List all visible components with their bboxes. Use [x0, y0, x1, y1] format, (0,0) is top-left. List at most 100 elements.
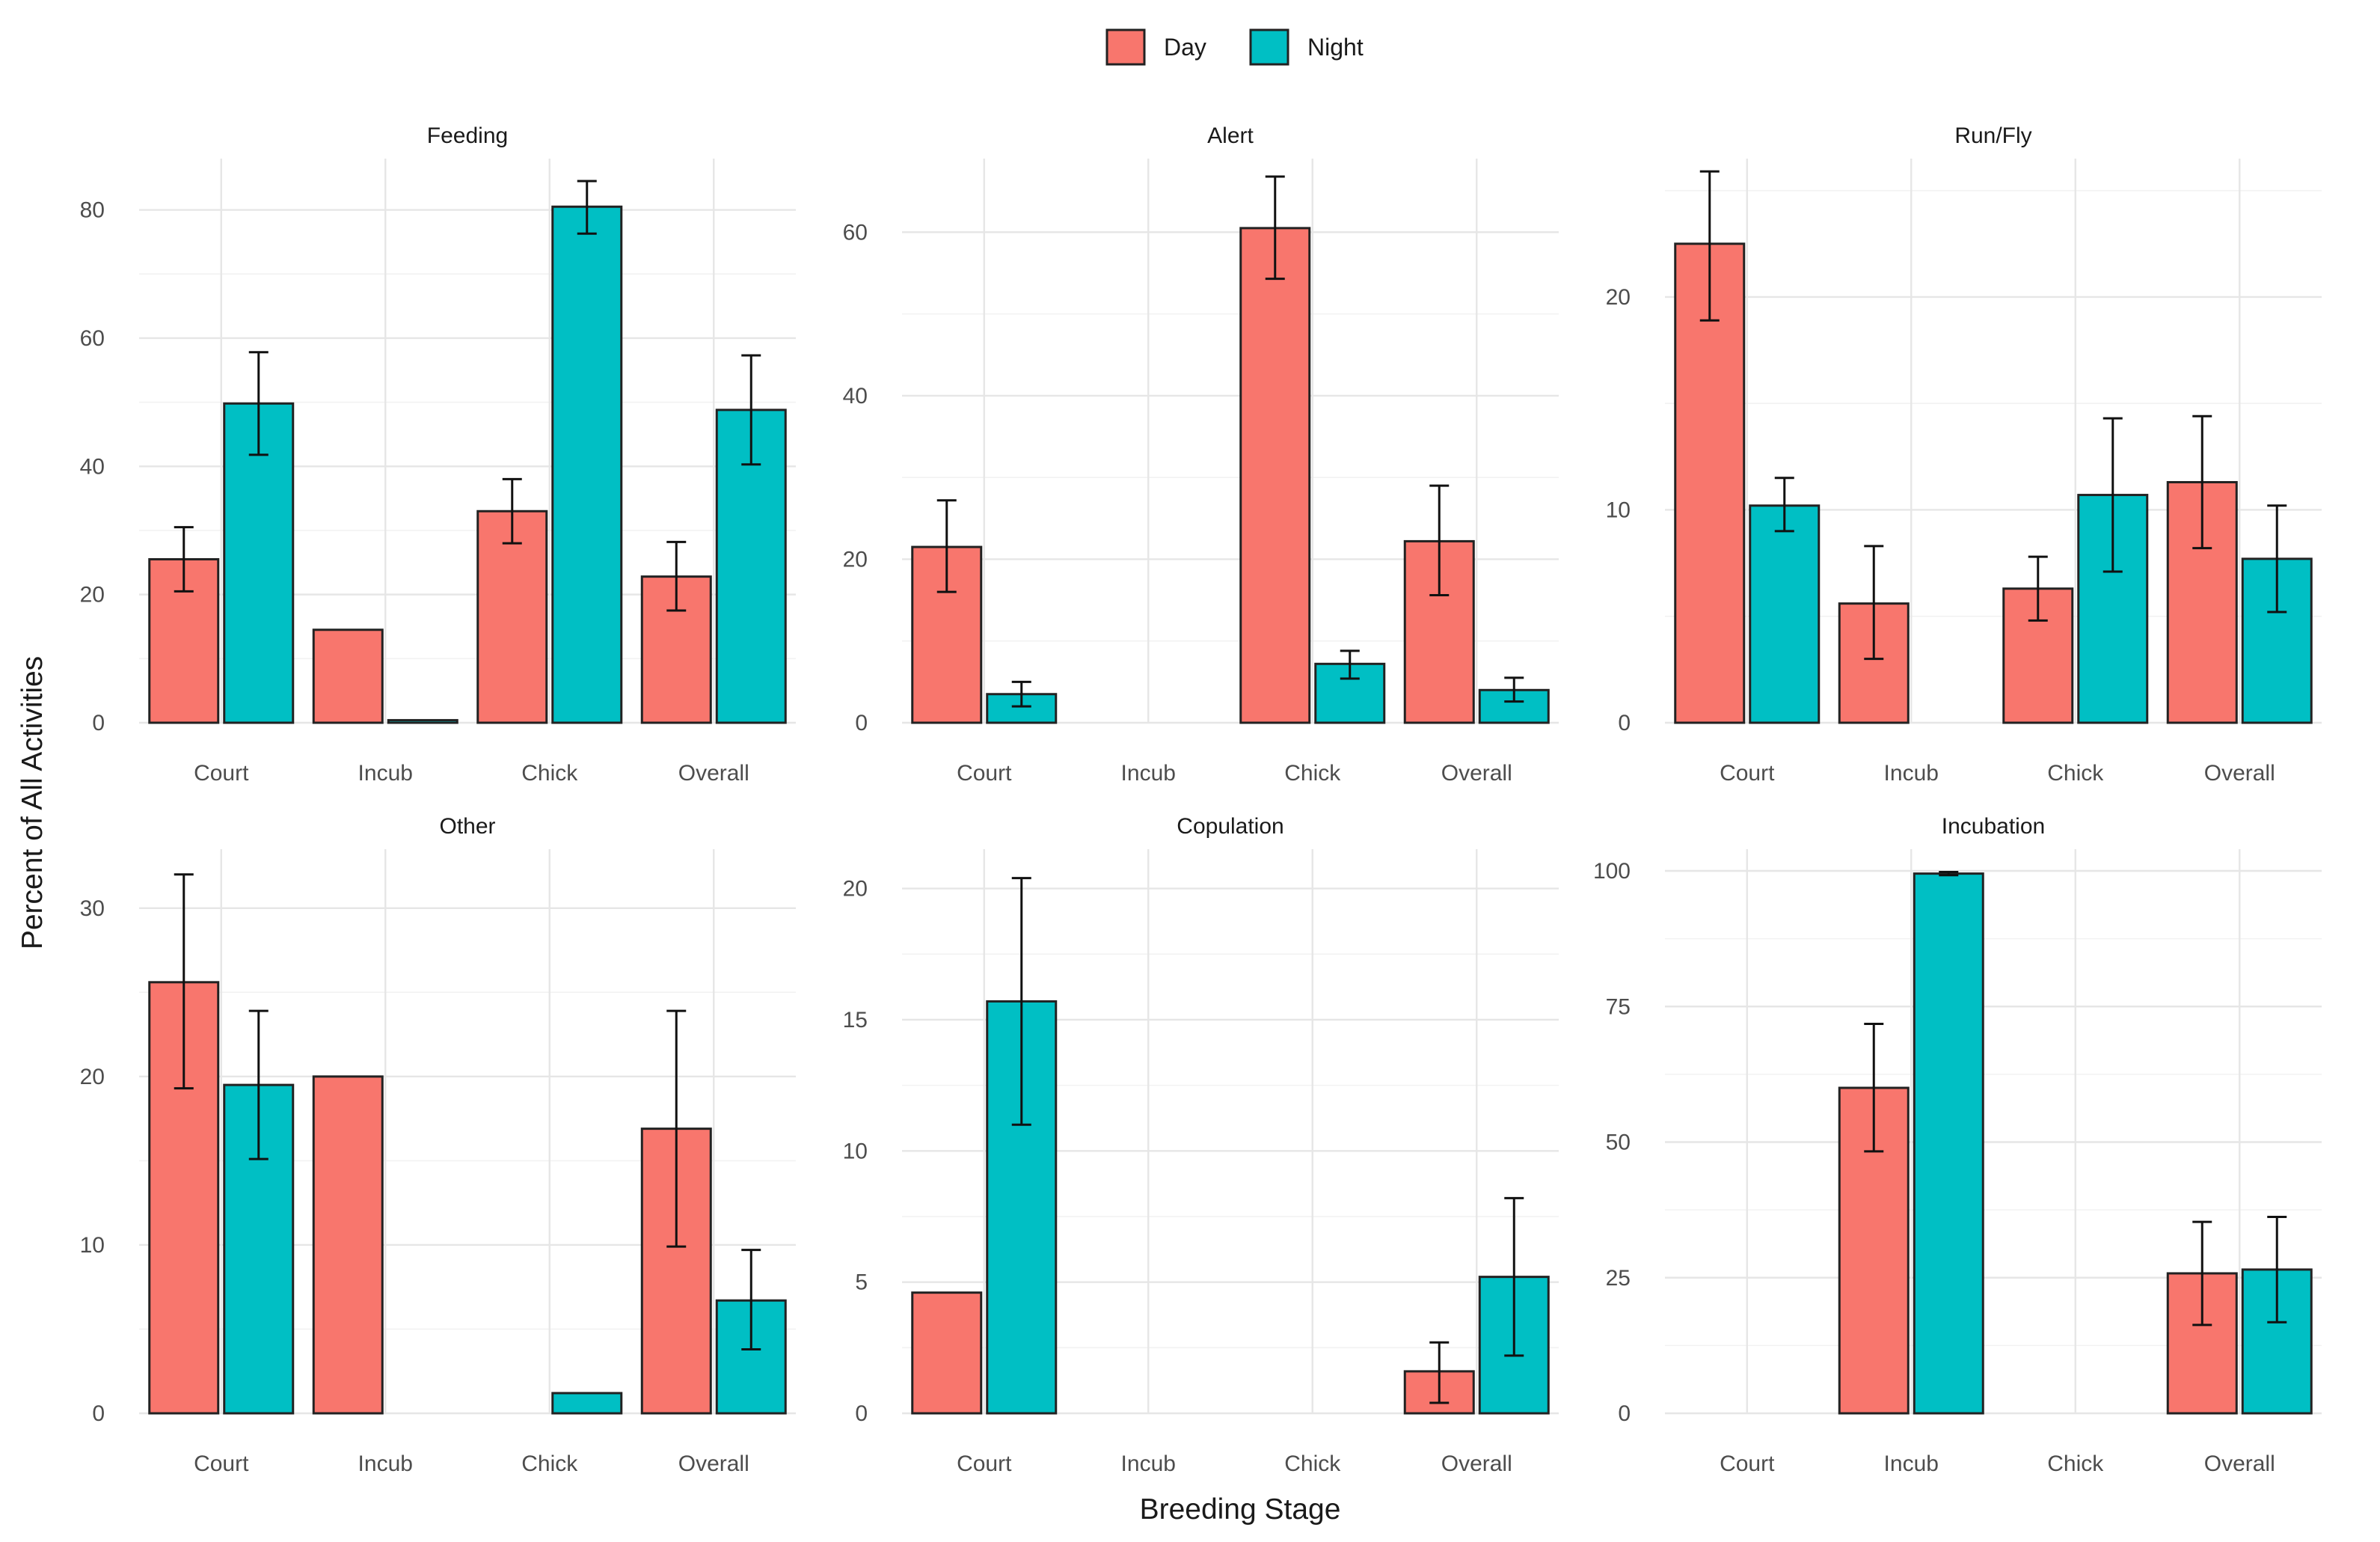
- bar-run-fly-court-night: [1749, 504, 1821, 724]
- legend-label-day: Day: [1164, 34, 1206, 61]
- y-tick-label: 10: [843, 1139, 868, 1163]
- error-bar-run-fly-court-night: [1774, 477, 1794, 533]
- y-tick-label: 25: [1606, 1266, 1631, 1291]
- bar-alert-chick-day: [1239, 227, 1311, 724]
- legend-label-night: Night: [1307, 34, 1364, 61]
- error-bar-other-overall-day: [666, 1009, 687, 1248]
- x-tick-label: Overall: [1441, 761, 1512, 786]
- x-tick-label: Incub: [1884, 1451, 1939, 1476]
- y-tick-label: 20: [80, 583, 105, 608]
- error-bar-run-fly-overall-night: [2267, 504, 2287, 614]
- panel-other: 0 10 20 30 Other Court Incub Chick Overall: [80, 814, 796, 1476]
- error-bar-run-fly-overall-day: [2192, 414, 2212, 550]
- y-tick-label: 20: [843, 547, 868, 572]
- y-tick-label: 80: [80, 198, 105, 223]
- error-bar-run-fly-court-day: [1699, 170, 1720, 322]
- x-tick-label: Chick: [521, 761, 578, 786]
- bar-feeding-incub-night: [387, 719, 458, 724]
- panel-title: Alert: [1207, 123, 1254, 148]
- x-tick-label: Chick: [2047, 1451, 2104, 1476]
- y-tick-label: 5: [855, 1270, 868, 1295]
- y-axis-title: Percent of All Activities: [16, 656, 49, 949]
- bar-other-chick-night: [551, 1392, 623, 1415]
- error-bar-alert-overall-night: [1504, 676, 1524, 703]
- y-tick-label: 0: [855, 1401, 868, 1426]
- bar-copulation-court-day: [911, 1291, 983, 1415]
- error-bar-alert-court-day: [936, 499, 957, 593]
- x-tick-label: Court: [194, 1451, 249, 1476]
- panel-feeding: 0 20 40 60 80 Feeding Court Incub Chick Overall: [80, 123, 796, 786]
- bar-feeding-chick-day: [476, 510, 548, 724]
- error-bar-alert-overall-day: [1429, 484, 1450, 597]
- error-bar-feeding-court-day: [174, 526, 194, 593]
- bar-feeding-court-night: [223, 402, 295, 724]
- error-bar-run-fly-chick-day: [2028, 555, 2048, 622]
- panel-alert: 0 20 40 60 Alert Court Incub Chick Overall: [843, 123, 1559, 786]
- y-tick-label: 15: [843, 1008, 868, 1032]
- x-tick-label: Overall: [2204, 761, 2275, 786]
- panel-copulation: 0 5 10 15 20 Copulation Court Incub Chick Overall: [843, 814, 1559, 1476]
- y-tick-label: 0: [92, 711, 105, 735]
- bar-feeding-chick-night: [551, 205, 623, 724]
- y-tick-label: 100: [1593, 859, 1631, 884]
- x-tick-label: Court: [1720, 761, 1775, 786]
- panel-title: Copulation: [1177, 814, 1283, 839]
- x-tick-label: Chick: [521, 1451, 578, 1476]
- error-bar-alert-chick-night: [1340, 649, 1360, 680]
- y-tick-label: 20: [1606, 285, 1631, 310]
- error-bar-incubation-incub-day: [1864, 1022, 1884, 1153]
- error-bar-feeding-court-night: [248, 351, 269, 456]
- x-axis-title: Breeding Stage: [1140, 1493, 1341, 1526]
- bar-run-fly-court-day: [1674, 242, 1746, 724]
- bar-feeding-incub-day: [312, 628, 384, 724]
- error-bar-feeding-overall-day: [666, 540, 687, 612]
- y-tick-label: 40: [843, 384, 868, 409]
- error-bar-other-overall-night: [741, 1249, 761, 1350]
- error-bar-other-court-night: [248, 1009, 269, 1160]
- y-tick-label: 10: [1606, 498, 1631, 522]
- error-bar-alert-chick-day: [1265, 175, 1285, 281]
- error-bar-other-court-day: [174, 873, 194, 1090]
- y-tick-label: 0: [92, 1401, 105, 1426]
- error-bar-incubation-overall-night: [2267, 1216, 2287, 1324]
- y-tick-label: 10: [80, 1233, 105, 1258]
- x-tick-label: Chick: [2047, 761, 2104, 786]
- x-tick-label: Incub: [358, 1451, 413, 1476]
- panel-run-fly: 0 10 20 Run/Fly Court Incub Chick Overall: [1606, 123, 2322, 786]
- x-tick-label: Overall: [678, 1451, 749, 1476]
- x-tick-label: Court: [957, 761, 1012, 786]
- y-tick-label: 20: [843, 877, 868, 902]
- y-tick-label: 30: [80, 896, 105, 921]
- legend-swatch-night: [1249, 28, 1289, 66]
- y-tick-label: 60: [80, 326, 105, 351]
- panel-incubation: 0 25 50 75 100 Incubation Court Incub Chick Overa…: [1593, 814, 2322, 1476]
- x-tick-label: Chick: [1284, 1451, 1341, 1476]
- error-bar-feeding-chick-night: [577, 180, 597, 235]
- x-tick-label: Incub: [1884, 761, 1939, 786]
- error-bar-incubation-overall-day: [2192, 1220, 2212, 1327]
- error-bar-feeding-overall-night: [741, 354, 761, 466]
- panel-title: Incubation: [1942, 814, 2045, 839]
- error-bar-incubation-incub-night: [1939, 870, 1959, 877]
- x-tick-label: Court: [957, 1451, 1012, 1476]
- x-tick-label: Overall: [2204, 1451, 2275, 1476]
- x-tick-label: Overall: [678, 761, 749, 786]
- panel-title: Other: [439, 814, 495, 839]
- bar-incubation-overall-night: [2241, 1268, 2313, 1415]
- y-tick-label: 75: [1606, 994, 1631, 1019]
- error-bar-alert-court-night: [1011, 680, 1031, 708]
- y-tick-label: 20: [80, 1065, 105, 1089]
- x-tick-label: Chick: [1284, 761, 1341, 786]
- x-tick-label: Incub: [1121, 1451, 1176, 1476]
- y-tick-label: 0: [855, 711, 868, 735]
- legend: Day Night: [1105, 28, 1364, 66]
- x-tick-label: Incub: [358, 761, 413, 786]
- x-tick-label: Court: [1720, 1451, 1775, 1476]
- error-bar-copulation-overall-night: [1504, 1196, 1524, 1357]
- y-tick-label: 0: [1618, 1401, 1631, 1426]
- panel-title: Run/Fly: [1954, 123, 2031, 148]
- bar-feeding-court-day: [148, 558, 220, 724]
- error-bar-feeding-chick-day: [502, 477, 522, 545]
- error-bar-run-fly-chick-night: [2103, 417, 2123, 573]
